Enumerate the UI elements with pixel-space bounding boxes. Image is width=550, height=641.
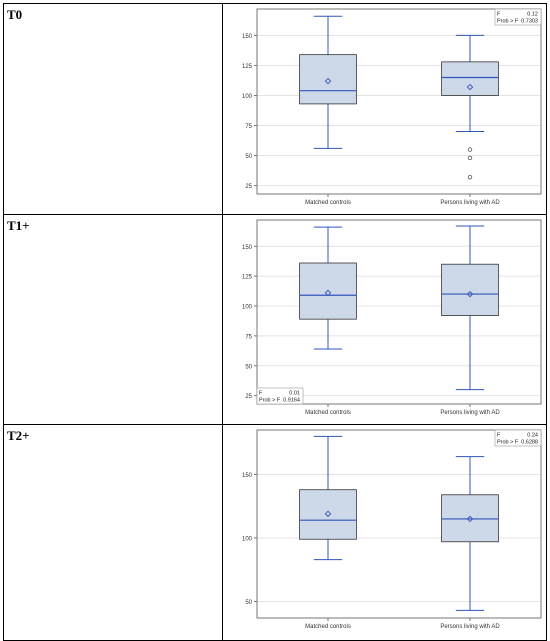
figure-table: T0 25 50 75 100 125 150 Matched controls Person…	[3, 3, 547, 641]
f-value: 0.24	[527, 433, 538, 439]
f-label: F	[497, 12, 501, 18]
p-value: 0.6288	[521, 440, 538, 446]
iqr-box	[299, 54, 357, 105]
x-tick-label: Matched controls	[305, 410, 351, 416]
x-tick-label: Persons living with AD	[440, 410, 500, 416]
mean-marker	[324, 77, 332, 85]
plot-frame	[256, 429, 542, 619]
x-tick-label: Matched controls	[305, 624, 351, 630]
y-tick-label: 125	[242, 64, 253, 70]
p-value: 0.7303	[521, 19, 538, 25]
y-tick-label: 25	[245, 184, 252, 190]
iqr-box	[441, 263, 499, 316]
row-label-cell: T0	[3, 3, 223, 215]
y-tick-label: 100	[242, 94, 253, 100]
box-plot-t0: 25 50 75 100 125 150 Matched controls Persons l…	[242, 8, 542, 206]
y-tick-label: 75	[245, 334, 252, 340]
stats-box	[494, 8, 542, 26]
x-tick-label: Persons living with AD	[440, 200, 500, 206]
f-value: 0.01	[289, 391, 300, 397]
stats-box	[494, 429, 542, 447]
mean-marker	[324, 289, 332, 297]
iqr-box	[441, 61, 499, 96]
row-label-cell: T2+	[3, 424, 223, 641]
y-tick-label: 125	[242, 275, 253, 281]
y-tick-label: 150	[242, 245, 253, 251]
stats-box	[256, 387, 304, 405]
p-label: Prob > F	[497, 440, 519, 446]
row-label-cell: T1+	[3, 214, 223, 425]
p-value: 0.9164	[283, 398, 300, 404]
y-tick-label: 100	[242, 536, 253, 542]
y-tick-label: 50	[245, 600, 252, 606]
box-plot-t1: 25 50 75 100 125 150 Matched controls Persons l…	[242, 219, 542, 416]
timepoint-label: T2+	[7, 428, 30, 443]
plot-frame	[256, 8, 542, 195]
p-label: Prob > F	[497, 19, 519, 25]
chart-cell: 25 50 75 100 125 150 Matched controls Persons l…	[222, 214, 547, 425]
iqr-box	[441, 494, 499, 543]
y-tick-label: 150	[242, 473, 253, 479]
timepoint-label: T0	[7, 7, 23, 22]
outlier-point	[467, 155, 473, 161]
mean-marker	[466, 290, 474, 298]
outlier-point	[467, 174, 473, 180]
f-value: 0.12	[527, 12, 538, 18]
chart-cell: 25 50 75 100 125 150 Matched controls Persons l…	[222, 3, 547, 215]
y-tick-label: 25	[245, 394, 252, 400]
iqr-box	[299, 262, 357, 320]
timepoint-label: T1+	[7, 218, 30, 233]
p-label: Prob > F	[259, 398, 281, 404]
y-tick-label: 150	[242, 34, 253, 40]
mean-marker	[324, 510, 332, 518]
y-tick-label: 75	[245, 124, 252, 130]
f-label: F	[497, 433, 501, 439]
y-tick-label: 100	[242, 305, 253, 311]
y-tick-label: 50	[245, 154, 252, 160]
plot-frame	[256, 219, 542, 405]
x-tick-label: Persons living with AD	[440, 624, 500, 630]
box-plot-t2: 50 100 150 Matched controls Persons living w…	[242, 429, 542, 630]
mean-marker	[466, 515, 474, 523]
x-tick-label: Matched controls	[305, 200, 351, 206]
f-label: F	[259, 391, 263, 397]
y-tick-label: 50	[245, 364, 252, 370]
outlier-point	[467, 147, 473, 152]
chart-cell: 50 100 150 Matched controls Persons living w…	[222, 424, 547, 641]
mean-marker	[466, 83, 474, 91]
iqr-box	[299, 489, 357, 540]
